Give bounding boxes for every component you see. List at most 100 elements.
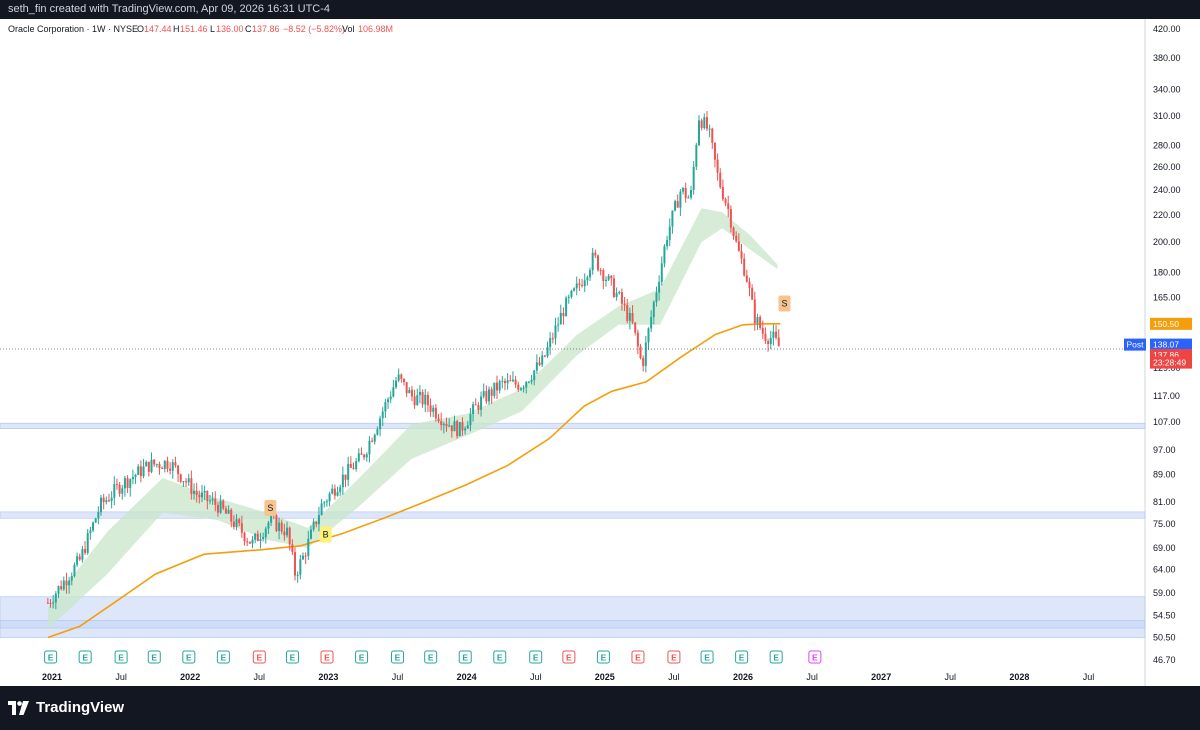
candle-body [724,199,727,204]
candle [708,124,711,138]
candle [450,425,453,438]
time-tick-label: 2023 [318,672,338,682]
ribbon-layer [47,208,778,630]
candle-body [344,474,347,480]
tradingview-logo[interactable]: TradingView [8,699,124,716]
candle-body [81,548,84,560]
candle [631,305,634,325]
price-chart[interactable]: S B S E E E E E E E E E E E E E E E E E E E E E E E 420.00 380.00… [0,19,1200,686]
candle [296,571,299,583]
earnings-marker[interactable]: E [252,650,266,664]
candle-body [126,478,129,488]
candle-body [525,381,528,388]
signal-text: B [323,530,329,540]
earnings-marker[interactable]: E [529,650,543,664]
candle-body [761,328,764,334]
earnings-marker[interactable]: E [285,650,299,664]
candle [700,118,703,131]
earnings-marker[interactable]: E [700,650,714,664]
earnings-box [320,650,334,664]
earnings-marker[interactable]: E [44,650,58,664]
earnings-marker[interactable]: E [808,650,822,664]
earnings-letter: E [256,653,262,663]
candle-body [687,197,690,199]
candle [68,576,71,594]
candle [573,287,576,292]
earnings-marker[interactable]: E [424,650,438,664]
candle-body [65,580,68,586]
candle-body [631,313,634,323]
candle [216,501,219,517]
candle-body [658,281,661,293]
candle-body [496,382,499,391]
earnings-marker[interactable]: E [735,650,749,664]
candle [527,381,530,384]
price-tick-label: 165.00 [1153,292,1181,302]
candle [387,397,390,409]
candle [102,493,105,510]
earnings-marker[interactable]: E [355,650,369,664]
earnings-letter: E [359,653,365,663]
sell-signal-label[interactable]: S [264,499,277,516]
earnings-marker[interactable]: E [78,650,92,664]
candle-body [767,340,770,345]
candle-body [267,522,270,529]
legend-l-label: L [210,24,215,34]
candle [453,415,456,432]
candle [129,478,132,497]
candle-body [363,454,366,458]
candle [674,199,677,212]
earnings-marker[interactable]: E [320,650,334,664]
earnings-box [529,650,543,664]
candle-body [371,440,374,442]
candle-body [729,208,732,228]
candle-body [185,481,188,483]
earnings-marker[interactable]: E [493,650,507,664]
candle [660,256,663,286]
candle-body [397,374,400,381]
candle-body [161,467,164,470]
legend-low: 136.00 [216,24,244,34]
earnings-box [562,650,576,664]
candle-body [171,462,174,471]
earnings-box [458,650,472,664]
price-tick-label: 420.00 [1153,24,1181,34]
candle-body [639,346,642,359]
earnings-marker[interactable]: E [458,650,472,664]
earnings-marker[interactable]: E [114,650,128,664]
earnings-marker[interactable]: E [769,650,783,664]
candle [328,491,331,507]
candle [76,552,79,567]
candle [509,375,512,382]
sell-signal-label[interactable]: S [778,295,791,312]
candle-body [296,574,299,576]
buy-signal-label[interactable]: B [319,526,332,543]
earnings-letter: E [118,653,124,663]
earnings-marker[interactable]: E [182,650,196,664]
candle [429,398,432,417]
candle-body [437,418,440,422]
candle-body [575,283,578,289]
price-axis[interactable]: 420.00 380.00 340.00 310.00 280.00 260.00 240.… [1124,24,1192,665]
earnings-marker[interactable]: E [596,650,610,664]
earnings-letter: E [48,653,54,663]
candle-body [695,145,698,167]
candle-body [535,362,538,371]
candle-body [155,464,158,466]
chart-background [0,19,1200,686]
earnings-marker[interactable]: E [147,650,161,664]
candle [395,377,398,390]
candle-body [339,487,342,493]
candle [201,485,204,503]
earnings-marker[interactable]: E [216,650,230,664]
candle-body [480,396,483,410]
candle-body [232,521,235,527]
time-axis[interactable]: 2021 Jul 2022 Jul 2023 Jul 2024 Jul 2025 Jul 2026 J… [42,672,1094,682]
earnings-marker[interactable]: E [562,650,576,664]
earnings-marker[interactable]: E [667,650,681,664]
earnings-marker[interactable]: E [631,650,645,664]
earnings-marker[interactable]: E [391,650,404,664]
candle-body [278,522,281,531]
candle [118,482,121,497]
candle [533,369,536,386]
